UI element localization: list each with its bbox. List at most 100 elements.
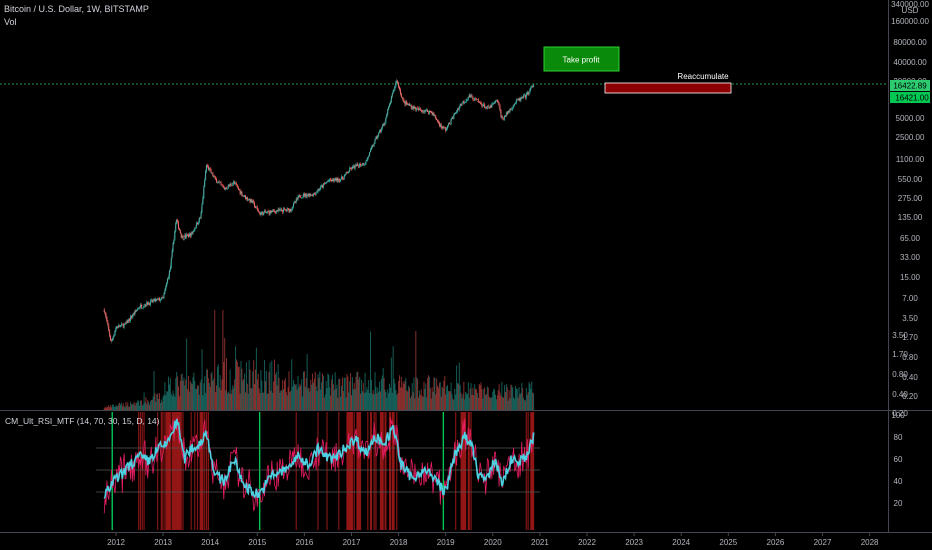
candle (283, 208, 285, 213)
candle (468, 94, 470, 98)
rsi-overbought-bar (358, 412, 360, 530)
volume-bar (164, 382, 166, 410)
candle (119, 325, 121, 327)
volume-bar (359, 376, 361, 410)
candle (491, 103, 493, 108)
volume-bar (443, 380, 445, 410)
candle (506, 112, 508, 115)
candle (257, 208, 259, 212)
candle (164, 289, 166, 294)
volume-bar (454, 388, 456, 410)
volume-bar (321, 382, 323, 410)
candle (238, 188, 240, 190)
time-axis-tick: 2021 (531, 538, 549, 547)
volume-bar (414, 398, 416, 410)
candle (431, 111, 433, 115)
candle (351, 168, 352, 170)
candle (388, 106, 390, 110)
volume-bar (360, 393, 362, 410)
volume-bar (223, 361, 225, 410)
volume-bar (154, 393, 156, 410)
volume-label: Vol (4, 17, 17, 27)
candle (123, 323, 125, 328)
volume-bar (498, 384, 500, 410)
rsi-overbought-bar (346, 412, 348, 530)
candle (336, 177, 338, 182)
candle (171, 250, 173, 259)
price-tag-second: 16421.00 (890, 92, 930, 103)
candle (244, 195, 246, 197)
candle (358, 165, 360, 168)
volume-bar (235, 359, 237, 410)
volume-bar (237, 367, 239, 410)
volume-bar (370, 331, 372, 410)
volume-bar (170, 393, 172, 410)
volume-bar (404, 380, 406, 410)
candle (252, 200, 254, 203)
candle (352, 165, 354, 167)
candle (321, 185, 323, 187)
rsi-overbought-bar (200, 412, 202, 530)
candle (108, 324, 110, 330)
volume-bar (217, 364, 219, 410)
volume-bar (514, 385, 516, 410)
candle (367, 157, 369, 161)
rsi-overbought-bar (199, 412, 201, 530)
candle (518, 98, 520, 101)
volume-bar (423, 381, 425, 410)
time-axis-tick: 2018 (390, 538, 408, 547)
candle (289, 209, 291, 213)
volume-bar (240, 361, 242, 410)
volume-bar (410, 396, 412, 410)
price-axis-tick: 5000.00 (896, 114, 925, 123)
candle (477, 99, 479, 102)
reaccumulate-box[interactable]: Reaccumulate (604, 72, 732, 94)
volume-bar (459, 385, 461, 410)
volume-bar (313, 378, 315, 410)
candle (414, 106, 416, 108)
volume-bar (500, 395, 502, 410)
volume-bar (139, 400, 141, 410)
price-axis-tick: 160000.00 (891, 17, 929, 26)
candle (183, 238, 185, 240)
volume-bar (324, 394, 326, 410)
volume-bar (103, 408, 105, 410)
candle (389, 104, 391, 107)
candle (198, 217, 200, 223)
candle (136, 310, 138, 311)
volume-bar (351, 377, 353, 410)
volume-bar (509, 398, 511, 410)
candle (197, 222, 199, 225)
volume-bar (104, 406, 106, 410)
candle (511, 109, 513, 111)
volume-bar (349, 381, 351, 410)
volume-bar (197, 385, 199, 410)
rsi-overbought-bar (393, 412, 395, 530)
candle (495, 100, 497, 103)
candle (312, 193, 314, 197)
candle (236, 185, 238, 187)
take-profit-box[interactable]: Take profit (543, 46, 620, 72)
volume-bar (233, 387, 235, 410)
volume-bar (450, 382, 452, 410)
volume-bar (420, 389, 422, 410)
volume-bar (139, 405, 141, 410)
volume-bar (107, 406, 109, 410)
volume-bar (358, 379, 360, 410)
volume-bar (382, 367, 384, 410)
candle (323, 183, 325, 185)
candle (364, 164, 366, 166)
candle (361, 163, 363, 166)
volume-bar (411, 383, 413, 410)
candle (329, 178, 331, 181)
volume-bar (260, 369, 262, 410)
rsi-overbought-bar (157, 412, 159, 530)
candle (408, 103, 410, 105)
volume-bar (524, 400, 526, 410)
candle (139, 304, 141, 308)
candle (370, 146, 372, 150)
rsi-overbought-bar (347, 412, 349, 530)
volume-bar (416, 377, 418, 410)
volume-bar (132, 403, 134, 410)
